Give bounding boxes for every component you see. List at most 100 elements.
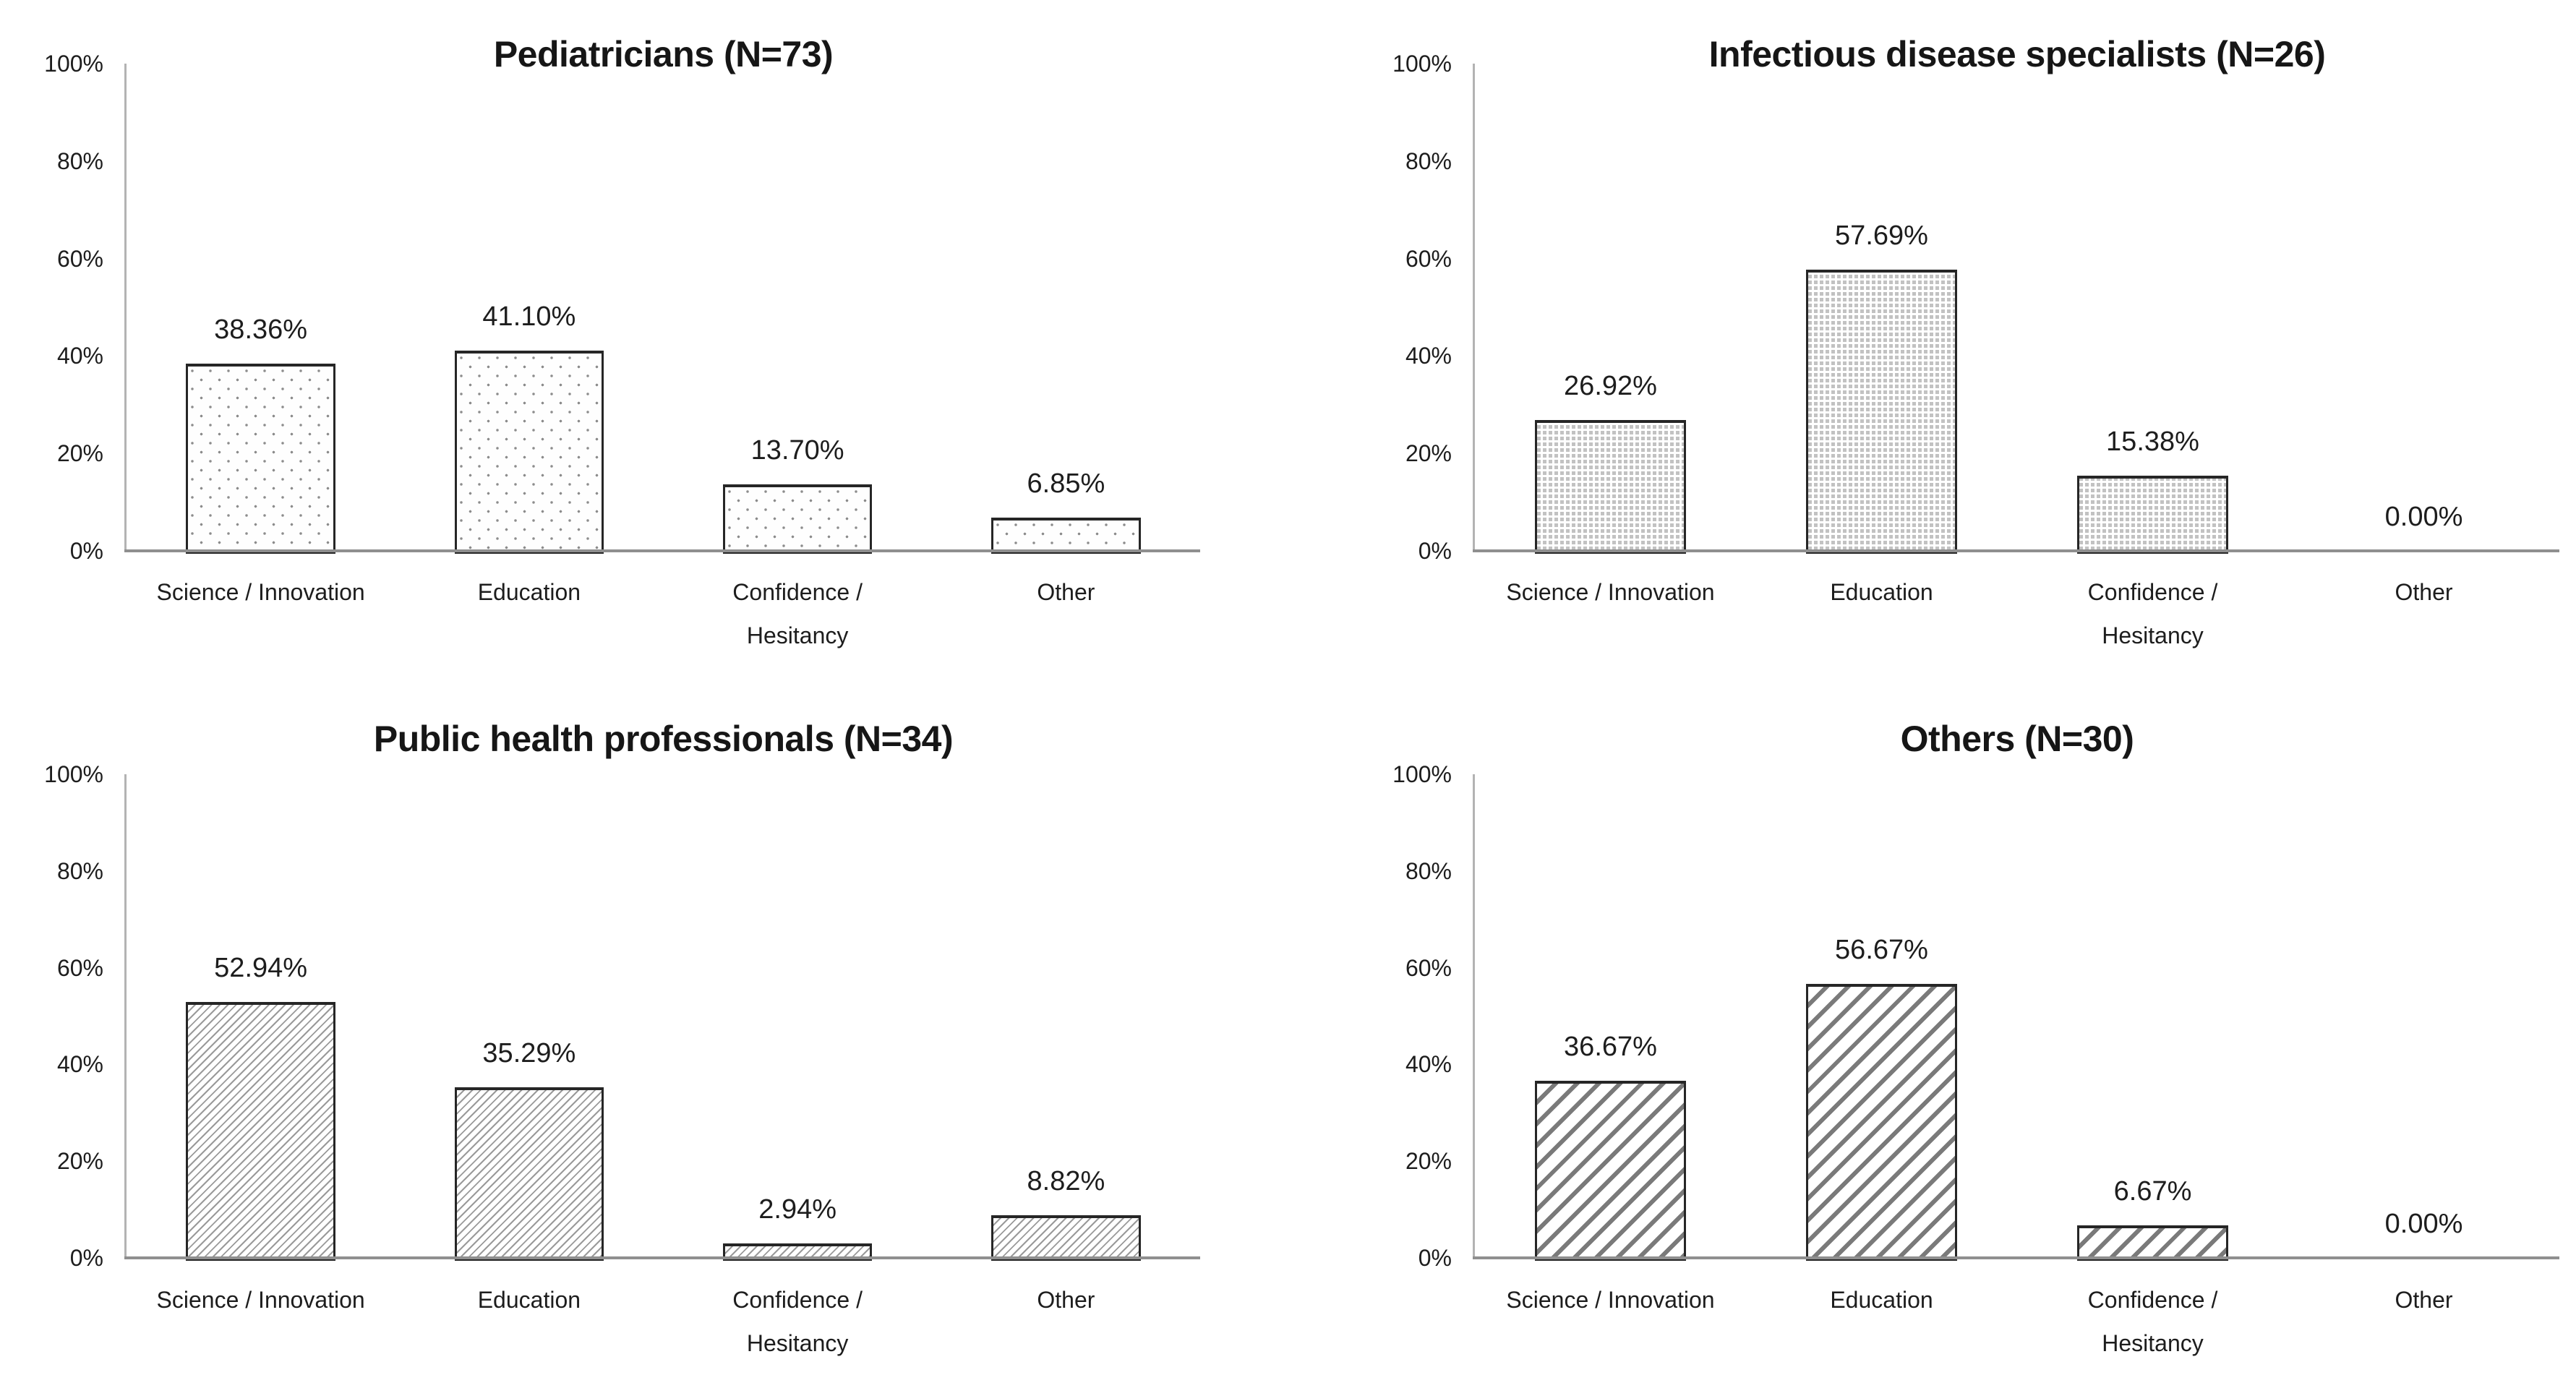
bar-value-label: 38.36% (214, 314, 308, 346)
bar-value-label: 6.85% (1027, 468, 1105, 499)
chart-panel-infectious-disease-specialists: Infectious disease specialists (N=26) 10… (1288, 0, 2576, 688)
x-axis-baseline (124, 1256, 1200, 1259)
category-slot: 36.67% (1475, 774, 1746, 1261)
y-tick-label: 0% (69, 538, 103, 564)
bars-container: 36.67% 56.67% 6.67% 0.00% (1475, 774, 2559, 1261)
y-tick-label: 100% (1392, 51, 1452, 77)
y-axis-tick-labels: 100% 80% 60% 40% 20% 0% (0, 761, 103, 1271)
category-slot: 6.85% (932, 64, 1200, 554)
bar-value-label: 36.67% (1564, 1031, 1657, 1062)
y-tick-label: 80% (1405, 147, 1452, 174)
category-label: Education (477, 579, 581, 605)
x-axis-baseline (124, 549, 1200, 552)
bar (722, 484, 873, 554)
category-label: Confidence / Hesitancy (2087, 579, 2218, 648)
category-label: Confidence / Hesitancy (732, 579, 863, 648)
bar-value-label: 15.38% (2106, 427, 2199, 458)
category-label: Other (1037, 579, 1095, 605)
bar-value-label: 0.00% (2384, 502, 2463, 532)
plot-area: 38.36% 41.10% 13.70% 6.85% (124, 64, 1200, 554)
y-tick-label: 80% (1405, 857, 1452, 884)
y-tick-label: 20% (1405, 440, 1452, 467)
x-axis-category-labels: Science / Innovation Education Confidence … (1475, 570, 2559, 657)
bar-value-label: 2.94% (758, 1194, 836, 1225)
bar (1806, 270, 1957, 554)
y-tick-label: 20% (1405, 1148, 1452, 1175)
bar-value-label: 0.00% (2384, 1209, 2463, 1239)
chart-panel-public-health-professionals: Public health professionals (N=34) 100% 8… (0, 688, 1288, 1375)
bar-value-label: 52.94% (214, 952, 308, 983)
bar (991, 1215, 1141, 1261)
chart-panel-pediatricians: Pediatricians (N=73) 100% 80% 60% 40% 20% 0% … (0, 0, 1288, 688)
y-tick-label: 20% (56, 1148, 103, 1175)
category-slot: 35.29% (395, 774, 663, 1261)
chart-title: Public health professionals (N=34) (373, 719, 954, 759)
bars-container: 26.92% 57.69% 15.38% 0.00% (1475, 64, 2559, 554)
y-tick-label: 100% (1392, 761, 1452, 787)
category-slot: 0.00% (2288, 64, 2559, 551)
category-slot: 52.94% (127, 774, 395, 1261)
y-axis-tick-labels: 100% 80% 60% 40% 20% 0% (1288, 51, 1452, 564)
plot-area: 52.94% 35.29% 2.94% 8.82% (124, 774, 1200, 1261)
bar (2077, 1225, 2228, 1261)
chart-title: Others (N=30) (1900, 719, 2134, 759)
bar (2077, 476, 2228, 554)
bar (1535, 419, 1686, 554)
y-tick-label: 60% (1405, 954, 1452, 981)
category-label: Science / Innovation (1506, 579, 1715, 605)
category-label: Education (1830, 579, 1933, 605)
y-tick-label: 40% (1405, 343, 1452, 369)
bar (1806, 983, 1957, 1261)
x-axis-category-labels: Science / Innovation Education Confidence … (1475, 1278, 2559, 1365)
y-axis-line (1473, 774, 1475, 1259)
category-slot: 56.67% (1746, 774, 2017, 1261)
y-tick-label: 80% (56, 857, 103, 884)
x-axis-baseline (1473, 1256, 2559, 1259)
bar-value-label: 35.29% (482, 1037, 576, 1068)
y-axis-tick-labels: 100% 80% 60% 40% 20% 0% (1288, 761, 1452, 1271)
y-tick-label: 60% (1405, 245, 1452, 272)
bar (454, 1087, 604, 1261)
y-tick-label: 0% (69, 1245, 103, 1271)
category-label: Confidence / Hesitancy (2087, 1287, 2218, 1356)
x-axis-category-labels: Science / Innovation Education Confidence … (127, 570, 1200, 657)
plot-area: 26.92% 57.69% 15.38% 0.00% (1473, 64, 2559, 554)
chart-panel-others: Others (N=30) 100% 80% 60% 40% 20% 0% 36.67% 5… (1288, 688, 2576, 1375)
bar (991, 517, 1141, 554)
category-slot: 57.69% (1746, 64, 2017, 554)
category-label: Other (2395, 1287, 2453, 1313)
category-label: Confidence / Hesitancy (732, 1287, 863, 1356)
category-label: Science / Innovation (156, 1287, 365, 1313)
bar (454, 351, 604, 554)
bar-value-label: 6.67% (2113, 1176, 2192, 1207)
category-slot: 41.10% (395, 64, 663, 554)
y-axis-line (124, 774, 127, 1259)
category-slot: 26.92% (1475, 64, 1746, 554)
y-axis-line (124, 64, 127, 552)
x-axis-category-labels: Science / Innovation Education Confidence … (127, 1278, 1200, 1365)
chart-title: Infectious disease specialists (N=26) (1708, 34, 2326, 74)
category-slot: 15.38% (2017, 64, 2288, 554)
y-axis-line (1473, 64, 1475, 552)
y-axis-tick-labels: 100% 80% 60% 40% 20% 0% (0, 51, 103, 564)
category-label: Other (2395, 579, 2453, 605)
y-tick-label: 100% (44, 51, 103, 77)
y-tick-label: 60% (56, 954, 103, 981)
bar-value-label: 56.67% (1835, 934, 1928, 965)
category-label: Other (1037, 1287, 1095, 1313)
y-tick-label: 80% (56, 147, 103, 174)
bar-value-label: 57.69% (1835, 220, 1928, 252)
bars-container: 38.36% 41.10% 13.70% 6.85% (127, 64, 1200, 554)
bar-value-label: 26.92% (1564, 370, 1657, 401)
bar (186, 364, 335, 554)
bar (1535, 1080, 1686, 1261)
chart-title: Pediatricians (N=73) (493, 34, 834, 74)
y-tick-label: 0% (1418, 538, 1452, 564)
category-label: Science / Innovation (156, 579, 365, 605)
y-tick-label: 40% (56, 343, 103, 369)
category-slot: 6.67% (2017, 774, 2288, 1261)
category-label: Education (477, 1287, 581, 1313)
category-slot: 8.82% (932, 774, 1200, 1261)
bar (186, 1001, 335, 1261)
